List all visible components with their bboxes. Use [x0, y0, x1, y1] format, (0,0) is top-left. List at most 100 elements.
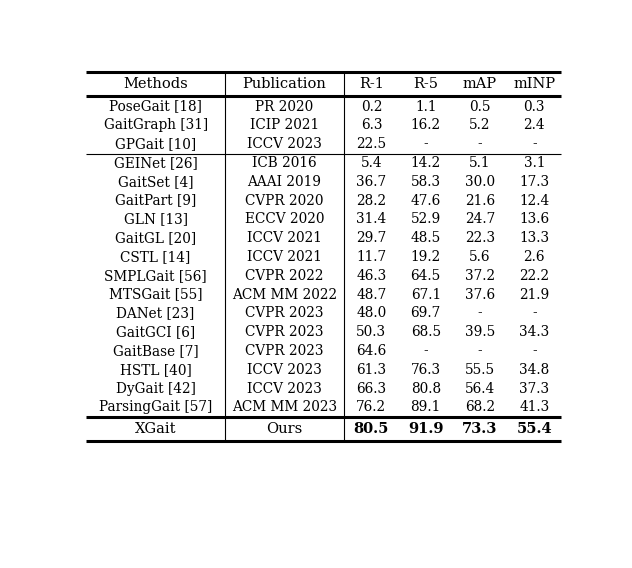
- Text: CVPR 2023: CVPR 2023: [245, 325, 324, 339]
- Text: Publication: Publication: [243, 77, 327, 91]
- Text: 24.7: 24.7: [465, 212, 495, 227]
- Text: 37.2: 37.2: [465, 269, 495, 283]
- Text: 37.6: 37.6: [465, 287, 495, 302]
- Text: 5.2: 5.2: [469, 118, 491, 132]
- Text: 5.1: 5.1: [469, 156, 491, 170]
- Text: 56.4: 56.4: [465, 382, 495, 396]
- Text: ICCV 2023: ICCV 2023: [247, 137, 322, 151]
- Text: GLN [13]: GLN [13]: [124, 212, 188, 227]
- Text: mINP: mINP: [513, 77, 556, 91]
- Text: 66.3: 66.3: [356, 382, 387, 396]
- Text: 91.9: 91.9: [408, 422, 444, 436]
- Text: ACM MM 2023: ACM MM 2023: [232, 400, 337, 415]
- Text: 1.1: 1.1: [415, 99, 437, 114]
- Text: DANet [23]: DANet [23]: [116, 306, 195, 320]
- Text: 67.1: 67.1: [411, 287, 441, 302]
- Text: -: -: [423, 137, 428, 151]
- Text: -: -: [532, 306, 537, 320]
- Text: 68.2: 68.2: [465, 400, 495, 415]
- Text: 58.3: 58.3: [411, 175, 441, 189]
- Text: 64.5: 64.5: [411, 269, 441, 283]
- Text: Methods: Methods: [123, 77, 188, 91]
- Text: 46.3: 46.3: [356, 269, 387, 283]
- Text: 2.4: 2.4: [523, 118, 545, 132]
- Text: 5.4: 5.4: [361, 156, 382, 170]
- Text: GaitSet [4]: GaitSet [4]: [118, 175, 193, 189]
- Text: MTSGait [55]: MTSGait [55]: [109, 287, 202, 302]
- Text: 29.7: 29.7: [356, 231, 387, 245]
- Text: CVPR 2023: CVPR 2023: [245, 306, 324, 320]
- Text: 55.4: 55.4: [516, 422, 552, 436]
- Text: -: -: [478, 306, 482, 320]
- Text: ICCV 2023: ICCV 2023: [247, 382, 322, 396]
- Text: 0.2: 0.2: [361, 99, 382, 114]
- Text: CVPR 2023: CVPR 2023: [245, 344, 324, 358]
- Text: R-1: R-1: [359, 77, 384, 91]
- Text: ParsingGait [57]: ParsingGait [57]: [99, 400, 212, 415]
- Text: 55.5: 55.5: [465, 363, 495, 377]
- Text: -: -: [478, 137, 482, 151]
- Text: 0.3: 0.3: [523, 99, 545, 114]
- Text: ICCV 2021: ICCV 2021: [247, 231, 322, 245]
- Text: DyGait [42]: DyGait [42]: [116, 382, 195, 396]
- Text: ICCV 2021: ICCV 2021: [247, 250, 322, 264]
- Text: 73.3: 73.3: [463, 422, 497, 436]
- Text: 22.2: 22.2: [520, 269, 549, 283]
- Text: 48.7: 48.7: [356, 287, 387, 302]
- Text: 36.7: 36.7: [356, 175, 387, 189]
- Text: 22.3: 22.3: [465, 231, 495, 245]
- Text: CVPR 2022: CVPR 2022: [245, 269, 324, 283]
- Text: ACM MM 2022: ACM MM 2022: [232, 287, 337, 302]
- Text: 14.2: 14.2: [411, 156, 441, 170]
- Text: ECCV 2020: ECCV 2020: [245, 212, 324, 227]
- Text: 6.3: 6.3: [361, 118, 382, 132]
- Text: -: -: [423, 344, 428, 358]
- Text: ICCV 2023: ICCV 2023: [247, 363, 322, 377]
- Text: GPGait [10]: GPGait [10]: [115, 137, 196, 151]
- Text: 31.4: 31.4: [356, 212, 387, 227]
- Text: 2.6: 2.6: [523, 250, 545, 264]
- Text: PR 2020: PR 2020: [255, 99, 313, 114]
- Text: 21.6: 21.6: [465, 194, 495, 207]
- Text: 68.5: 68.5: [411, 325, 441, 339]
- Text: 64.6: 64.6: [356, 344, 387, 358]
- Text: 30.0: 30.0: [465, 175, 495, 189]
- Text: CVPR 2020: CVPR 2020: [245, 194, 324, 207]
- Text: -: -: [532, 344, 537, 358]
- Text: 28.2: 28.2: [356, 194, 387, 207]
- Text: 52.9: 52.9: [411, 212, 441, 227]
- Text: -: -: [532, 137, 537, 151]
- Text: 61.3: 61.3: [356, 363, 387, 377]
- Text: 50.3: 50.3: [356, 325, 387, 339]
- Text: GaitPart [9]: GaitPart [9]: [115, 194, 196, 207]
- Text: 69.7: 69.7: [411, 306, 441, 320]
- Text: 3.1: 3.1: [523, 156, 545, 170]
- Text: 21.9: 21.9: [519, 287, 549, 302]
- Text: mAP: mAP: [463, 77, 497, 91]
- Text: 80.5: 80.5: [354, 422, 389, 436]
- Text: 37.3: 37.3: [520, 382, 549, 396]
- Text: 47.6: 47.6: [411, 194, 441, 207]
- Text: R-5: R-5: [413, 77, 438, 91]
- Text: 22.5: 22.5: [356, 137, 387, 151]
- Text: 17.3: 17.3: [520, 175, 549, 189]
- Text: GaitGraph [31]: GaitGraph [31]: [104, 118, 208, 132]
- Text: 34.8: 34.8: [519, 363, 549, 377]
- Text: 5.6: 5.6: [469, 250, 491, 264]
- Text: 89.1: 89.1: [411, 400, 441, 415]
- Text: 48.5: 48.5: [411, 231, 441, 245]
- Text: GaitBase [7]: GaitBase [7]: [112, 344, 198, 358]
- Text: 12.4: 12.4: [519, 194, 549, 207]
- Text: CSTL [14]: CSTL [14]: [121, 250, 191, 264]
- Text: 11.7: 11.7: [356, 250, 387, 264]
- Text: 19.2: 19.2: [411, 250, 441, 264]
- Text: GaitGL [20]: GaitGL [20]: [115, 231, 196, 245]
- Text: 76.2: 76.2: [356, 400, 387, 415]
- Text: 41.3: 41.3: [519, 400, 549, 415]
- Text: ICB 2016: ICB 2016: [252, 156, 317, 170]
- Text: 76.3: 76.3: [411, 363, 441, 377]
- Text: SMPLGait [56]: SMPLGait [56]: [104, 269, 207, 283]
- Text: 80.8: 80.8: [411, 382, 441, 396]
- Text: GaitGCI [6]: GaitGCI [6]: [116, 325, 195, 339]
- Text: 34.3: 34.3: [519, 325, 549, 339]
